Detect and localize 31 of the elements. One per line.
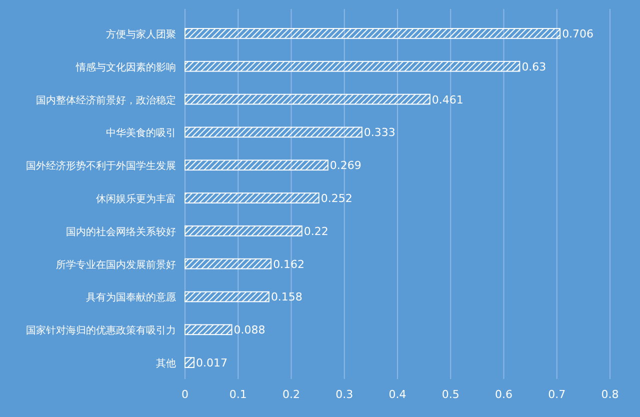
data-label: 0.088 [234,324,266,337]
data-label: 0.252 [320,192,352,205]
data-label: 0.017 [196,356,228,370]
y-tick-label: 休闲娱乐更为丰富 [96,193,176,205]
y-tick-label: 情感与文化因素的影响 [75,61,176,74]
data-label: 0.162 [273,258,305,271]
y-tick-label: 具有为国奉献的意愿 [86,292,176,304]
x-tick-label: 0.6 [495,388,512,401]
data-label: 0.461 [432,93,464,106]
data-label: 0.158 [270,290,302,304]
x-tick-label: 0.8 [601,388,619,401]
y-tick-label: 所学专业在国内发展前景好 [56,258,176,271]
y-tick-label: 其他 [156,358,176,370]
y-tick-label: 国家针对海归的优惠政策有吸引力 [26,324,176,337]
x-tick-label: 0 [182,388,188,401]
y-tick-label: 中华美食的吸引 [106,127,176,140]
x-tick-label: 0.3 [336,388,354,401]
data-label: 0.333 [364,126,396,140]
data-label: 0.22 [304,224,328,238]
x-tick-label: 0.2 [282,388,300,401]
y-tick-label: 国外经济形势不利于外国学生发展 [26,160,176,172]
y-tick-label: 国内整体经济前景好，政治稳定 [36,94,176,106]
data-label: 0.706 [562,27,594,40]
x-tick-label: 0.1 [229,388,247,401]
y-tick-label: 国内的社会网络关系较好 [66,226,176,238]
data-label: 0.269 [330,159,362,172]
data-label: 0.63 [522,60,546,74]
x-tick-label: 0.7 [548,388,566,401]
x-tick-label: 0.4 [388,388,406,401]
y-tick-label: 方便与家人团聚 [106,28,176,40]
x-tick-label: 0.5 [442,388,460,401]
